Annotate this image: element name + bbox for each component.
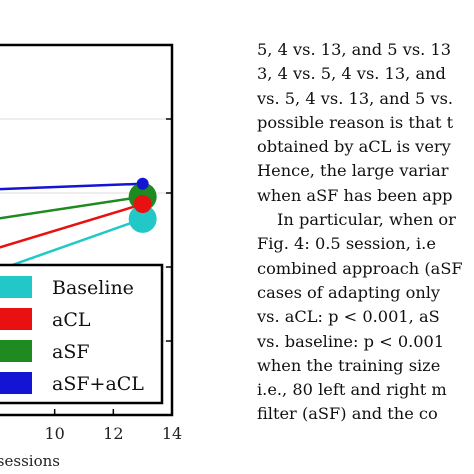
legend-label-acl: aCL [52,309,91,331]
series-marker-acl [133,195,152,214]
text-line: when the training size [257,355,441,375]
text-line: 5, 4 vs. 13, and 5 vs. 13 [257,40,452,59]
text-line: cases of adapting only [257,282,441,302]
text-line: possible reason is that t [257,112,454,132]
results-chart: 10 12 14 t sessions Baseline aCL aSF aSF+aCL [0,43,182,470]
text-line: i.e., 80 left and right m [257,380,447,400]
text-line: In particular, when or [277,210,456,230]
legend-label-asf: aSF [52,341,90,363]
text-line: vs. baseline: p < 0.001 [257,331,445,351]
plot-frame [0,43,174,417]
y-axis-ticks [166,118,172,342]
legend-label-baseline: Baseline [52,277,134,299]
series-line-baseline [0,217,144,271]
text-line: obtained by aCL is very [257,137,451,157]
legend-label-asf-acl: aSF+aCL [52,373,144,395]
text-line: Fig. 4: 0.5 session, i.e [257,234,436,254]
chart-legend: Baseline aCL aSF aSF+aCL [0,263,164,405]
text-line: filter (aSF) and the co [257,404,438,424]
legend-swatch-asf-acl [0,372,32,394]
x-tick-label-14: 14 [162,424,182,443]
chart-series [0,177,157,271]
x-tick-label-10: 10 [44,424,64,443]
text-line: vs. aCL: p < 0.001, aS [257,307,440,327]
paper-text-column: 5, 4 vs. 13, and 5 vs. 13 3, 4 vs. 5, 4 v… [257,38,474,427]
x-axis-ticks: 10 12 14 [44,409,182,443]
x-tick-label-12: 12 [103,424,123,443]
text-line: when aSF has been app [257,185,453,205]
legend-swatch-asf [0,340,32,362]
series-line-asf [0,195,143,220]
x-axis-label: t sessions [0,452,60,470]
text-line: 3, 4 vs. 5, 4 vs. 13, and [257,64,446,84]
text-line: combined approach (aSF [257,258,463,278]
series-line-asf-acl [0,182,143,191]
text-line: Hence, the large variar [257,161,449,181]
series-marker-baseline [128,204,157,233]
series-line-acl [0,202,144,249]
series-marker-asf-acl [136,177,149,190]
legend-swatch-acl [0,308,32,330]
text-line: vs. 5, 4 vs. 13, and 5 vs. [257,88,454,108]
legend-swatch-baseline [0,276,32,298]
